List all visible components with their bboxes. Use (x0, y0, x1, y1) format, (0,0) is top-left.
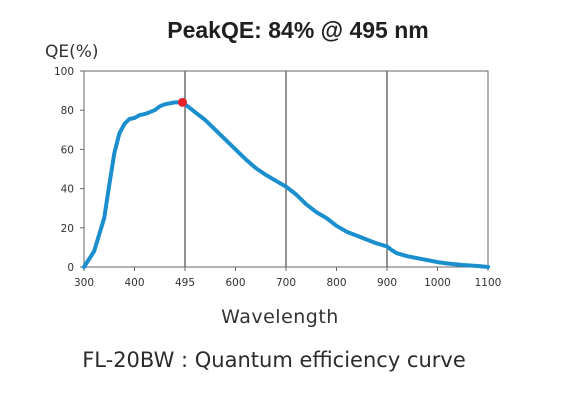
peak-point-marker (177, 97, 187, 107)
x-tick-label: 600 (225, 277, 245, 289)
x-axis-ticks: 300 400 495 600 700 800 900 1000 1100 (74, 267, 501, 289)
x-tick-label: 1000 (424, 277, 451, 289)
y-axis-ticks: 0 20 40 60 80 100 (54, 66, 84, 274)
x-tick-label: 1100 (475, 277, 502, 289)
qe-curve-line (82, 100, 490, 269)
y-tick-label: 20 (61, 223, 74, 235)
chart-caption: FL-20BW : Quantum efficiency curve (82, 348, 466, 372)
x-tick-label: 700 (276, 277, 296, 289)
x-axis-label: Wavelength (221, 306, 339, 328)
x-tick-label: 800 (326, 277, 346, 289)
x-tick-label: 300 (74, 277, 94, 289)
y-axis-label: QE(%) (45, 42, 99, 62)
y-tick-label: 80 (61, 105, 74, 117)
x-tick-label: 900 (377, 277, 397, 289)
x-tick-label: 400 (124, 277, 144, 289)
x-tick-label: 495 (175, 277, 195, 289)
y-tick-label: 0 (67, 262, 74, 274)
y-tick-label: 60 (61, 144, 74, 156)
series-layer (82, 97, 490, 269)
chart-title: PeakQE: 84% @ 495 nm (167, 17, 429, 43)
y-tick-label: 40 (61, 184, 74, 196)
y-tick-label: 100 (54, 66, 74, 78)
